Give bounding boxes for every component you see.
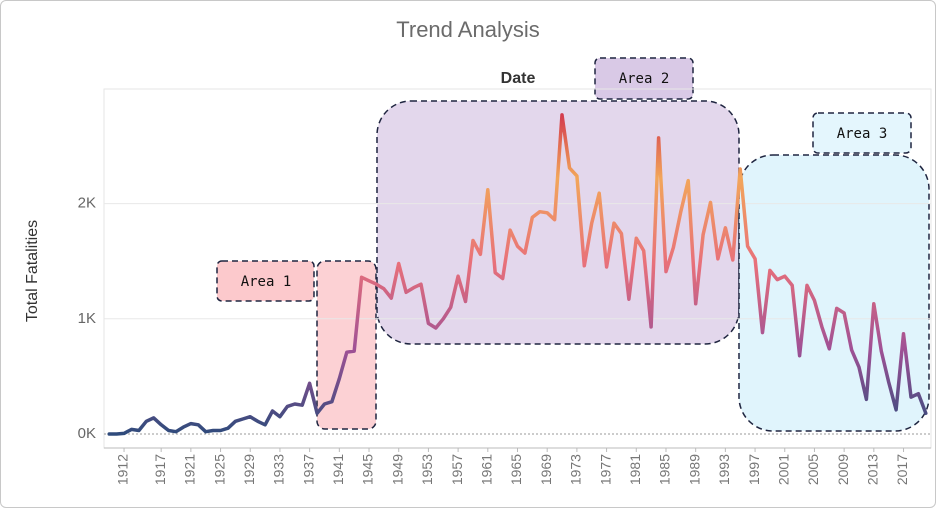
x-tick-label: 1973 (568, 454, 584, 485)
x-tick-label: 2017 (894, 454, 910, 485)
x-tick-label: 2001 (775, 454, 791, 485)
area-2-label: Area 2 (619, 71, 670, 87)
x-tick-label: 1953 (419, 454, 435, 485)
y-tick-label: 0K (78, 425, 96, 442)
y-tick-label: 2K (78, 195, 96, 212)
x-tick-label: 1989 (686, 454, 702, 485)
area-3-box (738, 154, 930, 432)
x-tick-label: 1977 (597, 454, 613, 485)
annotations: Area 1 Area 2 Area 3 (216, 57, 930, 432)
x-tick-label: 1933 (271, 454, 287, 485)
x-tick-label: 1985 (657, 454, 673, 485)
area-3-label: Area 3 (837, 126, 888, 142)
x-tick-label: 1921 (182, 454, 198, 485)
plot-area: 0K 1K 2K 1912 1917 1921 1925 1929 1933 1937 1941 19… (78, 88, 932, 485)
area-3-label-box (812, 112, 912, 154)
trend-line (107, 113, 928, 436)
x-tick-label: 1969 (538, 454, 554, 485)
x-tick-label: 1965 (508, 454, 524, 485)
x-tick-label: 1912 (115, 454, 131, 485)
area-1-box (316, 260, 377, 430)
x-tick-label: 1949 (389, 454, 405, 485)
chart-title: Trend Analysis (396, 17, 539, 42)
x-tick-label: 1925 (211, 454, 227, 485)
x-axis-label: Date (501, 70, 536, 87)
x-tick-label: 1981 (627, 454, 643, 485)
x-tick-label: 1929 (241, 454, 257, 485)
y-tick-label: 1K (78, 310, 96, 327)
x-tick-label: 2005 (805, 454, 821, 485)
x-tick-label: 2013 (865, 454, 881, 485)
x-tick-label: 1957 (449, 454, 465, 485)
x-tick-label: 1937 (300, 454, 316, 485)
area-1-label: Area 1 (241, 274, 292, 290)
area-2-box (376, 100, 740, 345)
x-tick-label: 2009 (835, 454, 851, 485)
x-tick-label: 1917 (152, 454, 168, 485)
x-tick-label: 1961 (479, 454, 495, 485)
x-tick-label: 1941 (330, 454, 346, 485)
area-1-label-box (216, 260, 315, 302)
x-tick-label: 1993 (716, 454, 732, 485)
x-tick-label: 1997 (746, 454, 762, 485)
y-axis-label: Total Fatalities (24, 220, 41, 322)
x-tick-label: 1945 (360, 454, 376, 485)
